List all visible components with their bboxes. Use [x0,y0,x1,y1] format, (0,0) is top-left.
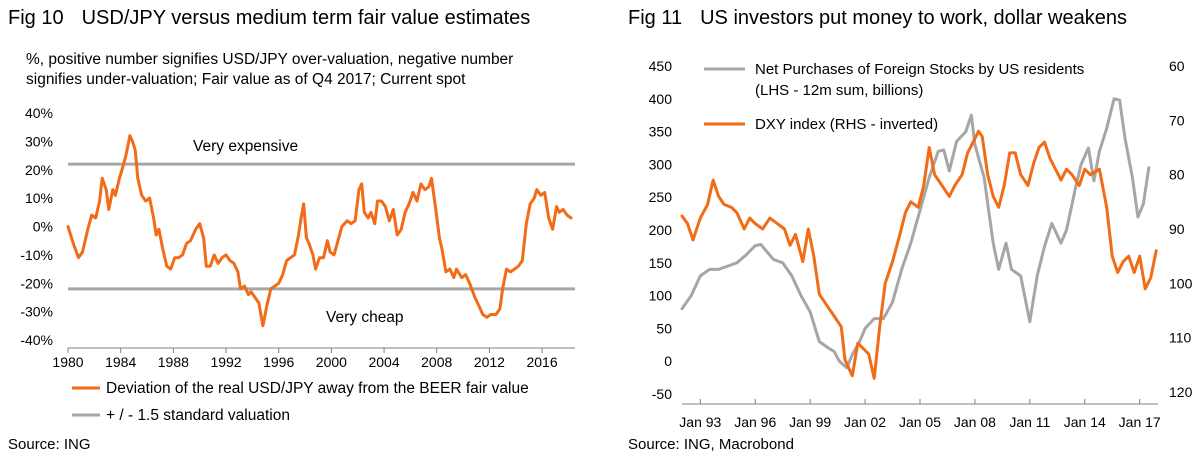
legend-label-dxy: DXY index (RHS - inverted) [755,116,938,133]
y-left-tick-label: 350 [649,124,673,140]
x-tick-label: Jan 11 [1009,414,1050,430]
x-tick-label: Jan 14 [1064,414,1106,430]
left-chart-subtitle: %, positive number signifies USD/JPY ove… [26,51,514,88]
x-tick-label: Jan 17 [1119,414,1161,430]
y-right-tick-label: 80 [1169,167,1185,183]
y-tick-label: 40% [25,105,53,121]
y-tick-label: -10% [20,247,53,263]
y-left-tick-label: 50 [656,320,672,336]
y-tick-label: -30% [20,304,53,320]
x-tick-label: Jan 02 [844,414,886,430]
x-tick-label: 1984 [105,354,136,370]
y-left-tick-label: 250 [649,189,673,205]
y-right-tick-label: 90 [1169,221,1185,237]
y-right-tick-label: 100 [1169,275,1193,291]
y-right-tick-label: 70 [1169,112,1185,128]
y-left-tick-label: 450 [649,58,673,74]
x-tick-label: 2016 [526,354,557,370]
y-tick-label: -20% [20,275,53,291]
y-tick-label: -40% [20,332,53,348]
x-tick-label: Jan 93 [679,414,721,430]
series-line-dxy-index-rhs-inverted [680,129,1158,380]
x-tick-label: 2012 [474,354,505,370]
x-tick-label: 2004 [368,354,399,370]
legend-label-net-purchases-note: (LHS - 12m sum, billions) [755,82,923,99]
right-title-text: US investors put money to work, dollar w… [700,7,1127,29]
right-chart-title: Fig 11 US investors put money to work, do… [628,7,1127,30]
y-right-tick-label: 110 [1169,330,1192,346]
y-tick-label: 30% [25,133,53,149]
y-left-tick-label: 300 [649,156,673,172]
y-tick-label: 0% [33,219,53,235]
x-tick-label: 1988 [158,354,189,370]
left-title-text: USD/JPY versus medium term fair value es… [81,7,531,29]
y-left-tick-label: 100 [649,288,673,304]
y-right-tick-label: 60 [1169,58,1185,74]
annotation-very-expensive: Very expensive [193,138,298,155]
left-fig-number: Fig 10 [8,7,64,29]
x-tick-label: Jan 08 [954,414,996,430]
right-source: Source: ING, Macrobond [628,436,794,453]
legend-label-standard-valuation: + / - 1.5 standard valuation [106,407,290,424]
legend-label-net-purchases: Net Purchases of Foreign Stocks by US re… [755,61,1084,78]
y-left-tick-label: 0 [664,353,672,369]
left-source: Source: ING [8,436,91,453]
left-chart-svg: 40% 30% 20% 10% 0% -10% -20% -30% -40% 1980 1984 19… [20,105,575,424]
y-tick-label: 20% [25,162,53,178]
y-left-tick-label: 400 [649,91,673,107]
y-right-tick-label: 120 [1169,384,1193,400]
right-chart-svg: 450 400 350 300 250 200 150 100 50 0 -50 60 70 80 90 10… [649,58,1193,430]
right-fig-number: Fig 11 [628,7,683,29]
left-chart-panel: Fig 10 USD/JPY versus medium term fair va… [8,7,575,453]
x-tick-label: 1992 [210,354,241,370]
y-tick-label: 10% [25,190,53,206]
right-chart-panel: Fig 11 US investors put money to work, do… [620,0,1200,457]
x-tick-label: 1996 [263,354,294,370]
x-tick-label: Jan 96 [734,414,776,430]
x-tick-label: 2000 [316,354,347,370]
x-tick-label: 1980 [52,354,83,370]
y-left-tick-label: -50 [652,386,672,402]
y-left-tick-label: 200 [649,222,673,238]
left-chart-title: Fig 10 USD/JPY versus medium term fair va… [8,7,530,30]
x-tick-label: Jan 99 [789,414,831,430]
y-left-tick-label: 150 [649,255,673,271]
legend-label-deviation: Deviation of the real USD/JPY away from … [106,380,529,397]
x-tick-label: 2008 [421,354,452,370]
series-line-net-purchases-of-foreign-stocks-by-us-residents-lhs-12m-sum-billions [680,97,1151,370]
x-tick-label: Jan 05 [899,414,941,430]
series-line-deviation-of-the-real-usd-jpy-away-from-the-beer-fair-value [66,134,573,328]
annotation-very-cheap: Very cheap [326,309,404,326]
